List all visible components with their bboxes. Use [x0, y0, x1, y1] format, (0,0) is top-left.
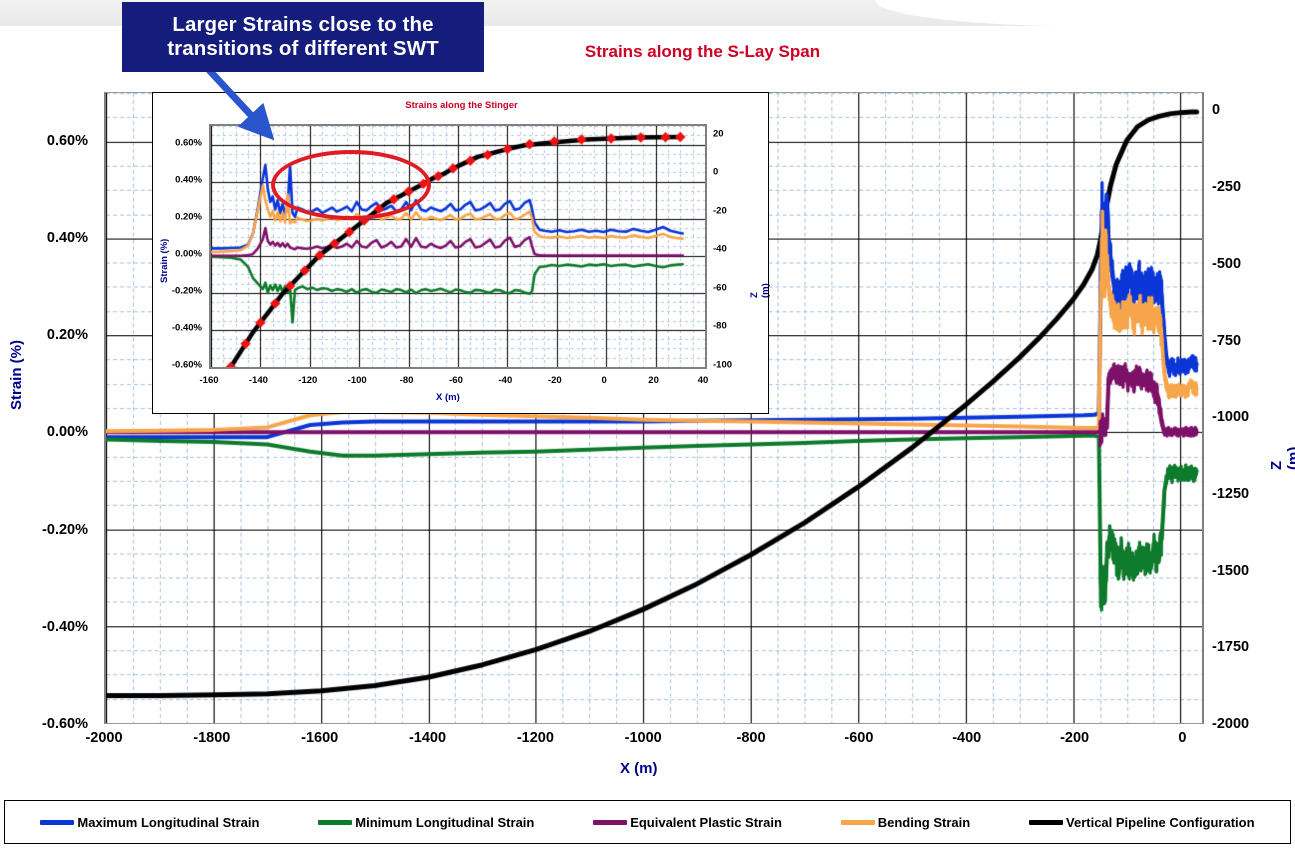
- inset-y-left-tick: 0.60%: [175, 137, 202, 149]
- y-right-tick: -750: [1212, 332, 1242, 349]
- inset-y-right-axis-label: Z (m): [749, 283, 771, 298]
- legend-swatch-2: [593, 819, 628, 825]
- legend-label-0: Maximum Longitudinal Strain: [77, 814, 260, 830]
- inset-chart-title: Strains along the Stinger: [405, 100, 518, 111]
- legend-swatch-1: [318, 819, 353, 825]
- legend-item-2[interactable]: Equivalent Plastic Strain: [593, 815, 782, 830]
- legend-label-2: Equivalent Plastic Strain: [630, 814, 782, 830]
- inset-x-tick: -140: [248, 375, 268, 386]
- x-tick: -600: [844, 730, 874, 746]
- inset-chart: Strains along the Stinger -0.60% -0.40% -0…: [152, 92, 771, 414]
- inset-x-axis-label: X (m): [436, 392, 460, 403]
- main-x-axis-label: X (m): [620, 760, 658, 777]
- y-right-tick: -1750: [1212, 639, 1250, 656]
- legend-item-1[interactable]: Minimum Longitudinal Strain: [318, 815, 534, 830]
- inset-y-left-tick: -0.20%: [171, 285, 202, 297]
- inset-y-right-tick: -80: [713, 320, 727, 332]
- x-tick: -1600: [301, 730, 339, 746]
- y-left-tick: 0.20%: [46, 327, 88, 344]
- inset-x-tick: 20: [648, 375, 659, 386]
- x-tick: -800: [736, 730, 766, 746]
- inset-y-right-tick: 20: [713, 128, 724, 140]
- callout-text: Larger Strains close to the transitions …: [167, 12, 439, 60]
- y-right-tick: 0: [1212, 102, 1221, 119]
- callout-box: Larger Strains close to the transitions …: [122, 2, 484, 72]
- inset-y-right-tick: -20: [713, 205, 727, 217]
- y-right-tick: -2000: [1212, 716, 1250, 732]
- inset-y-left-tick: 0.00%: [175, 248, 202, 260]
- x-tick: 0: [1178, 730, 1187, 746]
- inset-x-tick: 40: [697, 375, 709, 386]
- y-right-tick: -500: [1212, 255, 1242, 272]
- inset-x-tick: -40: [498, 375, 513, 386]
- main-chart-title-text: Strains along the S-Lay Span: [584, 42, 821, 61]
- legend-item-3[interactable]: Bending Strain: [840, 814, 971, 830]
- x-tick: -1200: [516, 730, 554, 746]
- inset-x-tick: -100: [347, 375, 367, 386]
- inset-y-left-tick: 0.40%: [175, 174, 202, 186]
- inset-y-right-tick: -40: [713, 243, 727, 255]
- y-right-tick: -1500: [1212, 562, 1250, 579]
- x-tick: -400: [952, 730, 982, 746]
- x-tick: -1000: [624, 730, 662, 746]
- inset-x-tick: -160: [199, 375, 219, 386]
- inset-y-right-tick: -60: [713, 282, 727, 294]
- inset-y-right-tick: -100: [713, 359, 733, 371]
- y-left-tick: 0.00%: [46, 424, 88, 441]
- chart-legend: Maximum Longitudinal Strain Minimum Longi…: [4, 800, 1291, 844]
- y-left-tick: -0.60%: [42, 716, 88, 732]
- inset-chart-series-canvas: [211, 126, 705, 367]
- red-highlight-ellipse: [271, 150, 431, 220]
- inset-x-tick: -60: [449, 375, 463, 386]
- legend-swatch-3: [840, 819, 875, 825]
- main-y-left-axis-label: Strain (%): [8, 339, 25, 410]
- legend-label-3: Bending Strain: [877, 814, 971, 830]
- callout-arrow-icon: [206, 67, 275, 141]
- inset-y-left-tick: -0.60%: [171, 359, 202, 371]
- legend-swatch-0: [40, 819, 75, 825]
- x-tick: -200: [1060, 730, 1090, 746]
- y-right-tick: -1000: [1212, 409, 1250, 426]
- legend-item-0[interactable]: Maximum Longitudinal Strain: [40, 815, 259, 830]
- inset-x-tick: -20: [547, 375, 562, 386]
- y-left-tick: -0.40%: [42, 618, 88, 635]
- inset-y-left-axis-label: Strain (%): [159, 238, 170, 283]
- inset-y-right-tick: 0: [713, 166, 719, 178]
- x-tick: -2000: [85, 730, 123, 746]
- legend-swatch-4: [1029, 819, 1064, 825]
- inset-y-left-tick: -0.40%: [171, 322, 202, 334]
- legend-label-1: Minimum Longitudinal Strain: [355, 814, 535, 830]
- y-left-tick: 0.40%: [46, 229, 88, 246]
- inset-plot-area: [209, 124, 707, 369]
- y-left-tick: -0.20%: [42, 521, 88, 538]
- x-tick: -1400: [408, 730, 447, 746]
- inset-x-tick: -120: [298, 375, 318, 386]
- inset-x-tick: 0: [601, 375, 607, 386]
- legend-item-4[interactable]: Vertical Pipeline Configuration: [1029, 815, 1255, 830]
- y-right-tick: -1250: [1212, 485, 1250, 502]
- inset-y-left-tick: 0.20%: [175, 211, 202, 223]
- banner-swoosh-decoration: [875, 0, 1295, 26]
- legend-label-4: Vertical Pipeline Configuration: [1066, 814, 1255, 830]
- y-right-tick: -250: [1212, 179, 1242, 196]
- main-y-right-axis-label: Z (m): [1268, 446, 1295, 470]
- x-tick: -1800: [193, 730, 231, 746]
- inset-x-tick: -80: [399, 375, 414, 386]
- y-left-tick: 0.60%: [46, 132, 88, 149]
